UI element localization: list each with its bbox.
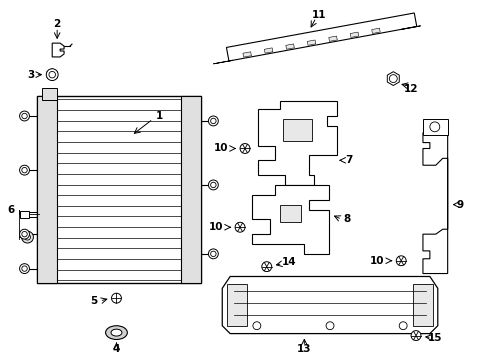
Bar	[181, 96, 200, 283]
Circle shape	[20, 111, 29, 121]
Circle shape	[111, 293, 121, 303]
Text: 13: 13	[296, 345, 311, 354]
Text: 9: 9	[456, 199, 463, 210]
Circle shape	[22, 231, 27, 237]
Text: 10: 10	[208, 222, 223, 232]
Text: 12: 12	[403, 84, 417, 94]
Bar	[227, 284, 246, 326]
Circle shape	[46, 69, 58, 81]
Polygon shape	[285, 44, 294, 49]
Text: 3: 3	[27, 69, 34, 80]
Polygon shape	[386, 72, 399, 85]
Polygon shape	[251, 185, 328, 254]
Text: 1: 1	[155, 111, 163, 121]
Circle shape	[252, 322, 260, 330]
Circle shape	[21, 231, 33, 243]
Circle shape	[24, 234, 30, 240]
Text: 5: 5	[90, 296, 97, 306]
Polygon shape	[257, 101, 336, 185]
Polygon shape	[401, 26, 420, 30]
Circle shape	[22, 167, 27, 173]
Bar	[412, 284, 432, 326]
Circle shape	[395, 256, 406, 266]
Text: 10: 10	[213, 144, 228, 153]
Polygon shape	[20, 211, 29, 219]
Circle shape	[398, 322, 407, 330]
Polygon shape	[52, 43, 64, 57]
Bar	[279, 204, 301, 222]
Polygon shape	[349, 32, 358, 37]
Circle shape	[235, 222, 244, 232]
Text: 10: 10	[369, 256, 384, 266]
Circle shape	[325, 322, 333, 330]
Text: 2: 2	[53, 19, 61, 30]
Text: 8: 8	[343, 215, 350, 224]
Bar	[37, 96, 200, 283]
Polygon shape	[226, 13, 416, 61]
Polygon shape	[213, 60, 232, 64]
Circle shape	[20, 229, 29, 239]
Circle shape	[20, 165, 29, 175]
Circle shape	[208, 116, 218, 126]
Bar	[422, 119, 447, 135]
Text: 14: 14	[282, 257, 296, 267]
Ellipse shape	[111, 329, 122, 336]
Circle shape	[49, 71, 55, 78]
Circle shape	[388, 75, 396, 82]
Text: 7: 7	[345, 155, 352, 165]
Circle shape	[240, 144, 249, 153]
Polygon shape	[264, 48, 272, 53]
Circle shape	[210, 251, 216, 257]
Circle shape	[20, 264, 29, 274]
Text: 6: 6	[7, 204, 14, 215]
Circle shape	[210, 118, 216, 123]
Circle shape	[22, 113, 27, 119]
Circle shape	[22, 266, 27, 271]
Ellipse shape	[105, 326, 127, 339]
Polygon shape	[222, 276, 437, 334]
Bar	[282, 119, 311, 141]
Polygon shape	[422, 133, 447, 274]
Circle shape	[208, 249, 218, 259]
Circle shape	[429, 122, 439, 132]
Text: 4: 4	[113, 345, 120, 354]
Bar	[42, 89, 57, 100]
Polygon shape	[306, 40, 315, 45]
Circle shape	[208, 180, 218, 190]
Circle shape	[261, 262, 271, 271]
Polygon shape	[328, 36, 337, 41]
Polygon shape	[47, 69, 57, 81]
Bar	[37, 96, 57, 283]
Text: 11: 11	[311, 10, 325, 19]
Polygon shape	[243, 52, 251, 57]
Text: 15: 15	[427, 333, 441, 342]
Circle shape	[210, 182, 216, 188]
Polygon shape	[371, 28, 380, 33]
Circle shape	[410, 330, 420, 341]
